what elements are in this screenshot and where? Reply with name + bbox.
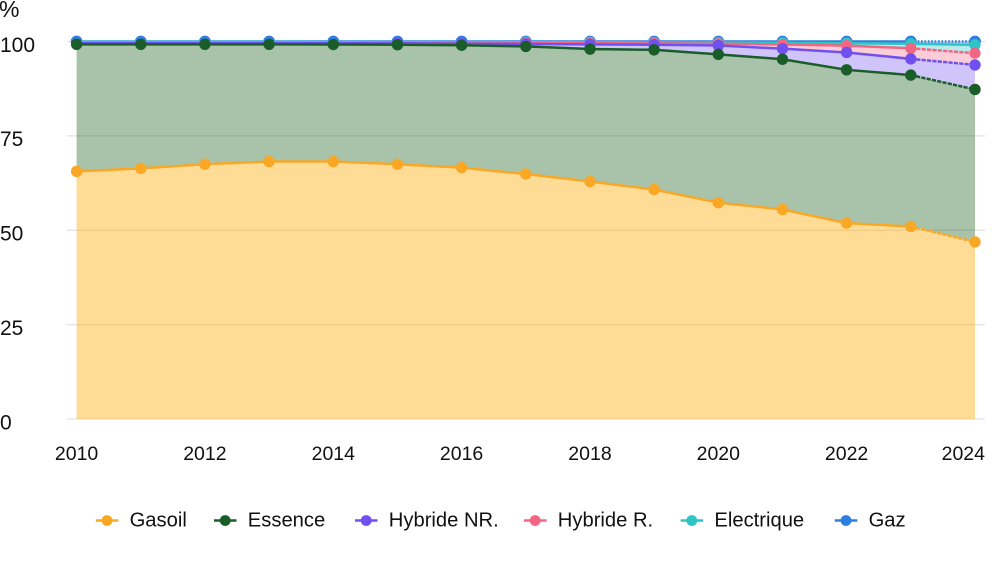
svg-text:Gasoil: Gasoil: [130, 510, 187, 532]
svg-text:Essence: Essence: [248, 510, 325, 532]
svg-text:2016: 2016: [440, 443, 483, 465]
svg-text:2022: 2022: [825, 443, 868, 465]
svg-text:Electrique: Electrique: [714, 510, 804, 532]
svg-text:2024: 2024: [942, 443, 986, 465]
svg-text:50: 50: [0, 223, 23, 246]
svg-text:25: 25: [0, 317, 23, 340]
svg-text:100: 100: [0, 34, 35, 57]
svg-text:Hybride R.: Hybride R.: [558, 510, 653, 532]
svg-text:0: 0: [0, 411, 12, 434]
svg-text:Gaz: Gaz: [869, 510, 906, 532]
svg-text:2014: 2014: [312, 443, 356, 465]
svg-text:2020: 2020: [697, 443, 741, 465]
svg-text:2012: 2012: [183, 443, 226, 465]
svg-text:75: 75: [0, 128, 23, 151]
svg-text:2018: 2018: [568, 443, 611, 465]
svg-text:2010: 2010: [55, 443, 99, 465]
svg-text:Hybride NR.: Hybride NR.: [389, 510, 499, 532]
svg-text:%: %: [0, 0, 19, 22]
